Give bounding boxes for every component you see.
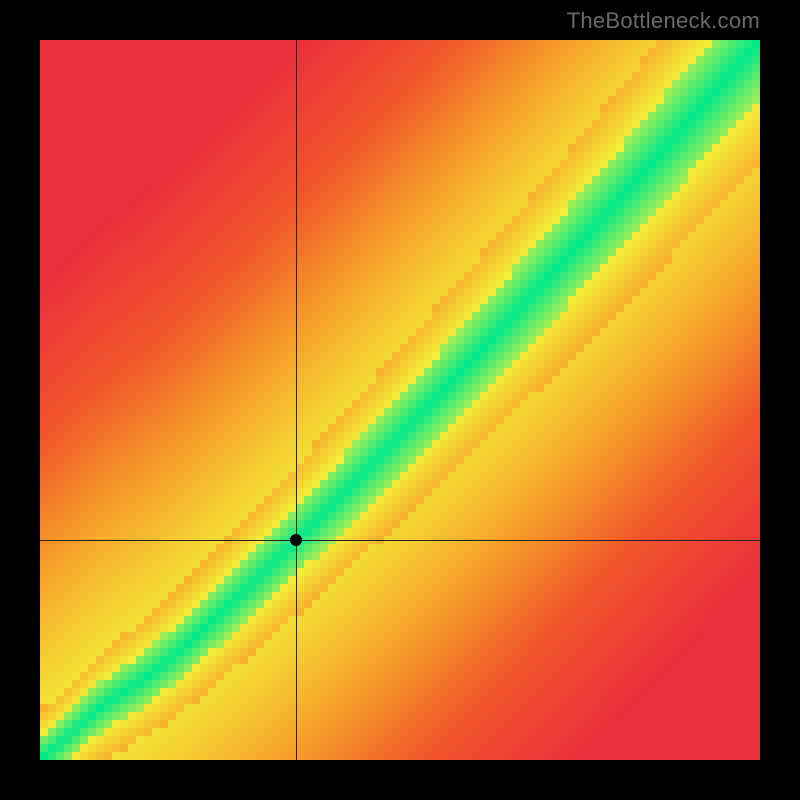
- heatmap-plot: [40, 40, 760, 760]
- heatmap-canvas: [40, 40, 760, 760]
- marker-point: [290, 534, 302, 546]
- watermark-text: TheBottleneck.com: [567, 8, 760, 34]
- crosshair-horizontal: [40, 540, 760, 541]
- crosshair-vertical: [296, 40, 297, 760]
- chart-outer: TheBottleneck.com: [0, 0, 800, 800]
